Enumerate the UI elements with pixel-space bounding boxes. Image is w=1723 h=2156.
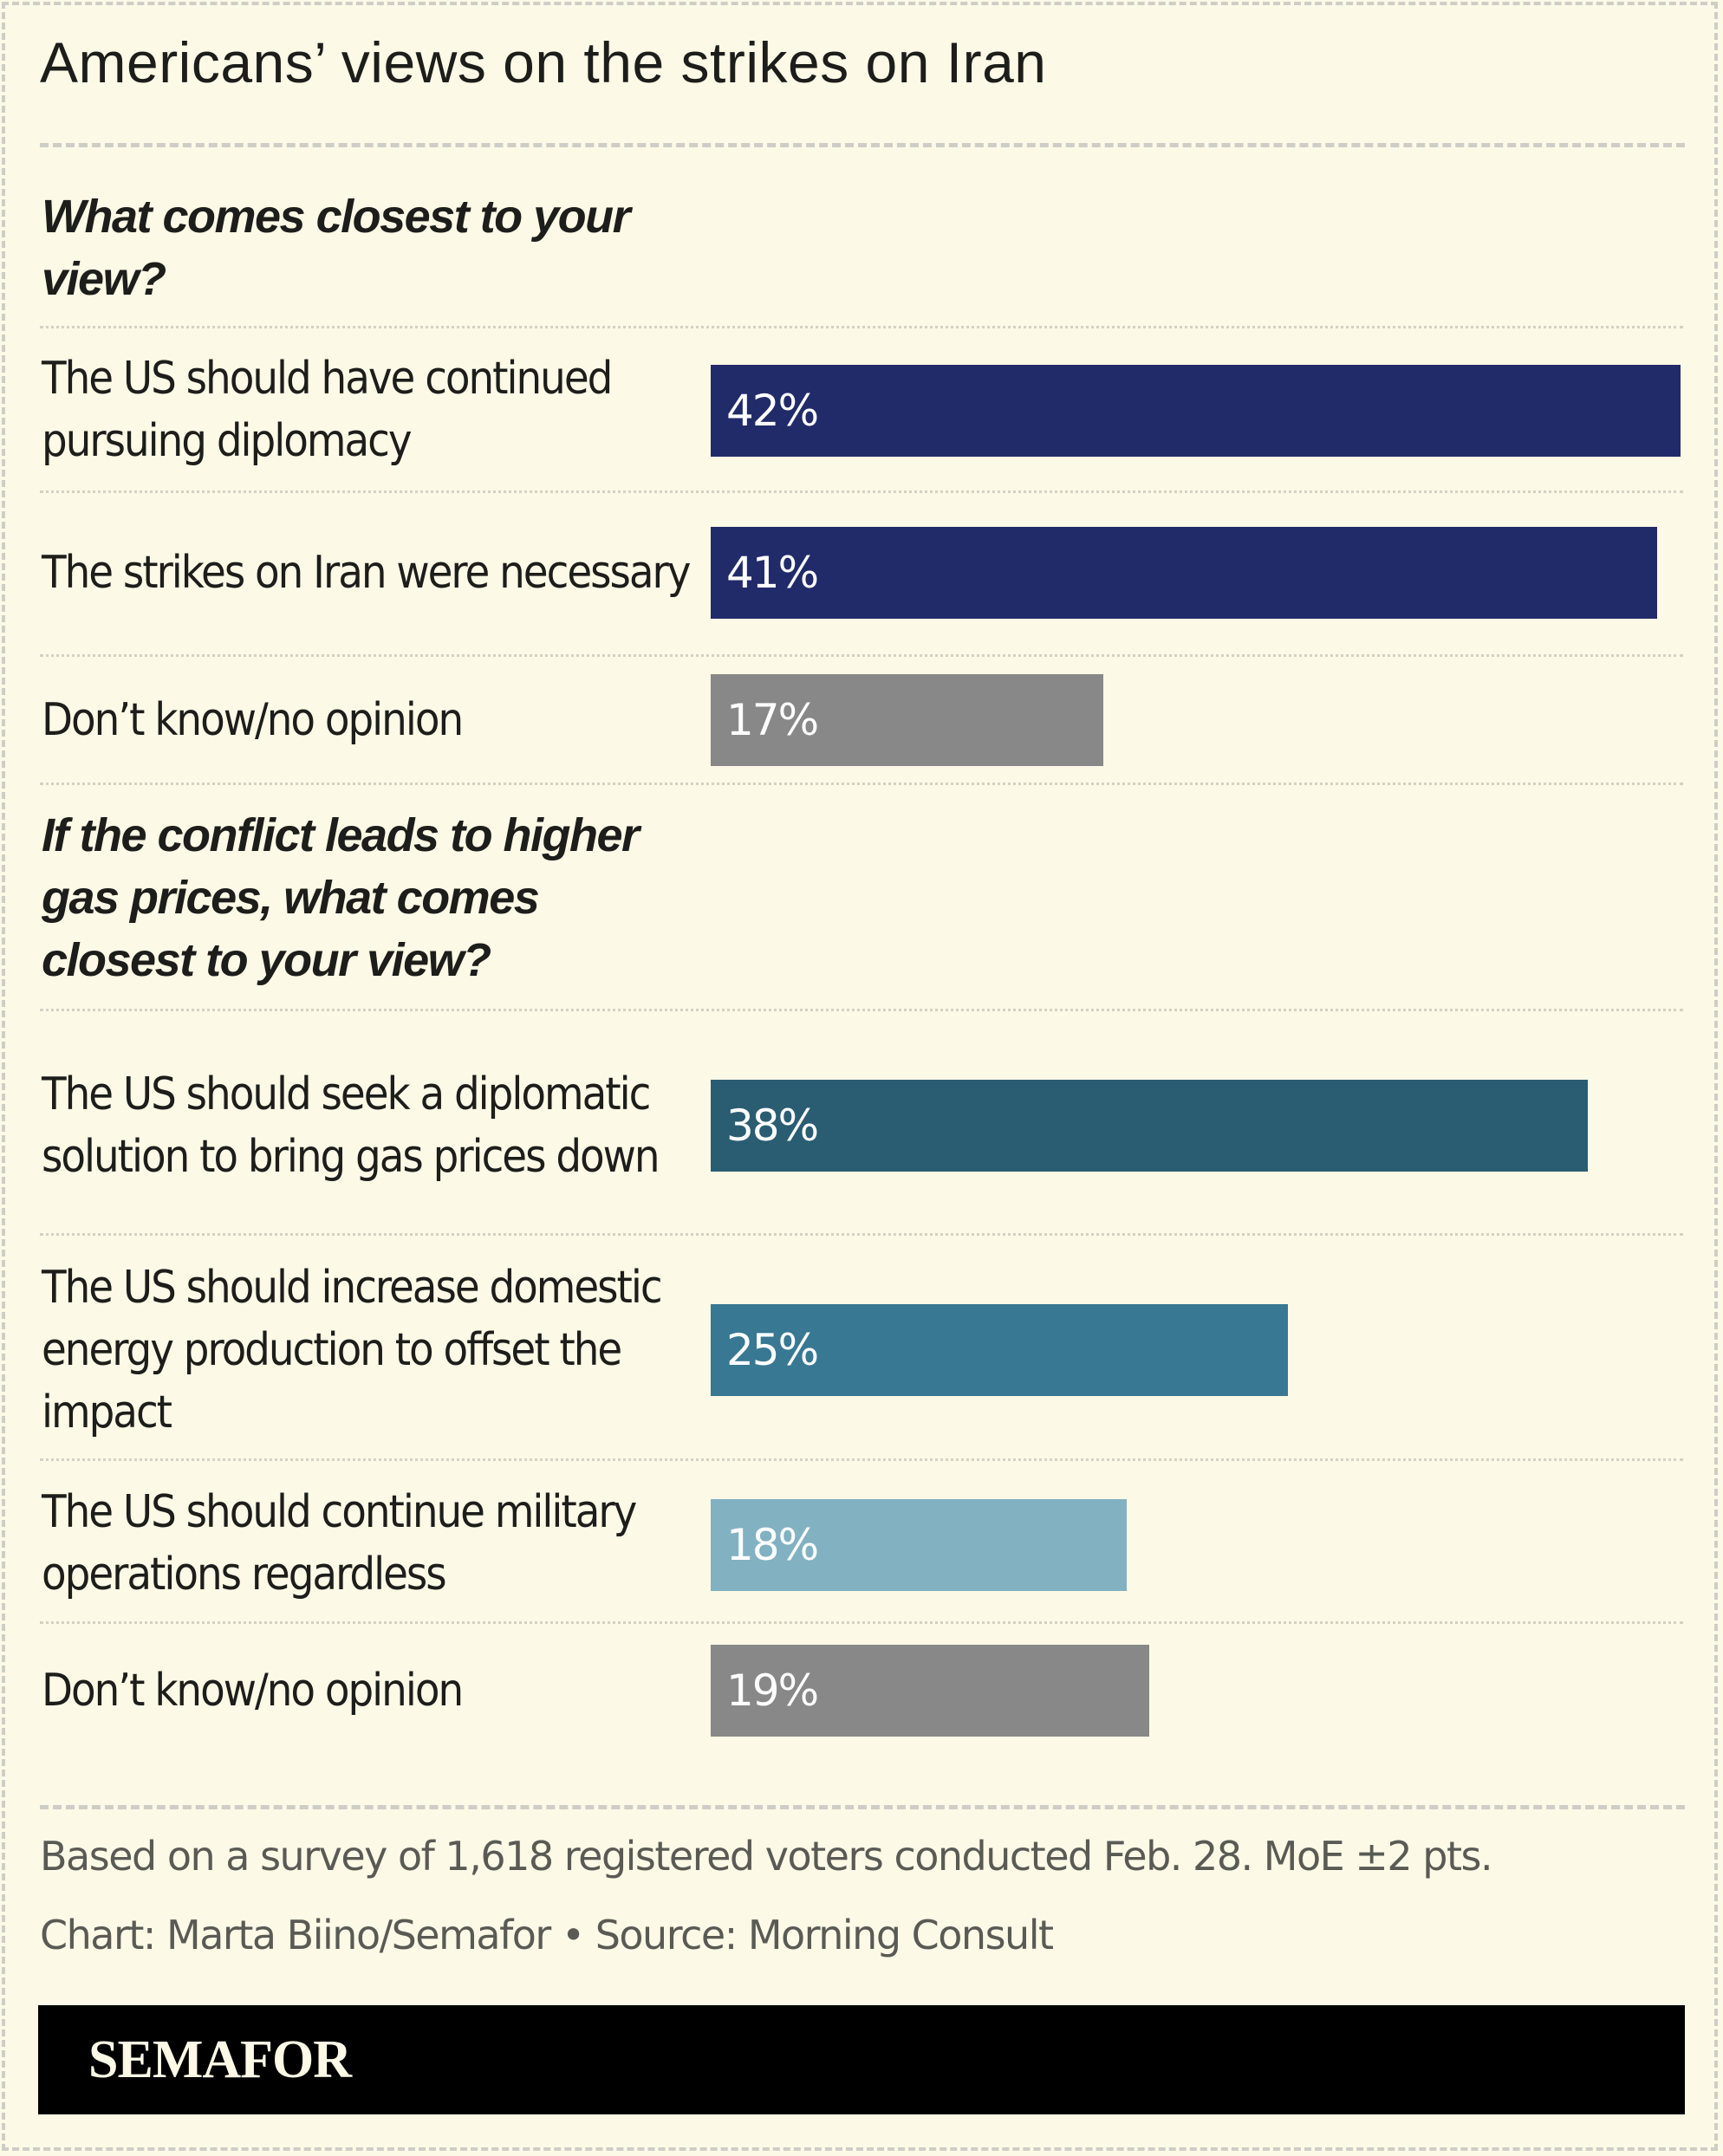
row-label: The US should have continued pursuing di…	[42, 353, 613, 467]
bar-value-label: 38%	[726, 1101, 819, 1151]
semafor-logo: SEMAFOR	[88, 2029, 352, 2089]
bar: 38%	[711, 1080, 1589, 1172]
bar: 19%	[711, 1645, 1150, 1737]
row-label: Don’t know/no opinion	[42, 1665, 464, 1717]
bar-value-label: 42%	[726, 386, 819, 436]
bar: 18%	[711, 1499, 1127, 1591]
title-divider	[40, 143, 1685, 147]
bar: 17%	[711, 674, 1103, 766]
row-divider	[40, 490, 1683, 493]
bar-value-label: 17%	[726, 695, 819, 745]
row-label: The strikes on Iran were necessary	[42, 547, 691, 599]
row-divider	[40, 1233, 1683, 1236]
row-divider	[40, 1458, 1683, 1461]
bar: 42%	[711, 365, 1681, 457]
bar-value-label: 25%	[726, 1325, 819, 1375]
row-label: The US should seek a diplomatic solution…	[42, 1068, 660, 1183]
row-label: Don’t know/no opinion	[42, 694, 464, 746]
row-divider	[40, 1621, 1683, 1624]
bar-value-label: 18%	[726, 1520, 819, 1570]
question-2-heading: If the conflict leads to higher gas pric…	[42, 809, 640, 986]
footer-divider	[40, 1805, 1685, 1809]
row-label: The US should continue military operatio…	[42, 1486, 637, 1601]
section-divider	[40, 783, 1683, 785]
question-1-heading: What comes closest to your view?	[42, 191, 631, 305]
chart-title: Americans’ views on the strikes on Iran	[40, 30, 1047, 94]
row-label: The US should increase domestic energy p…	[42, 1262, 663, 1438]
bar: 41%	[711, 527, 1658, 619]
row-divider	[40, 1009, 1683, 1011]
bar-value-label: 41%	[726, 548, 819, 598]
bar: 25%	[711, 1304, 1289, 1396]
source-credit: Chart: Marta Biino/Semafor • Source: Mor…	[40, 1912, 1054, 1958]
bar-value-label: 19%	[726, 1666, 819, 1716]
brand-footer: SEMAFOR	[38, 2005, 1685, 2114]
row-divider	[40, 326, 1683, 328]
row-divider	[40, 654, 1683, 657]
survey-note: Based on a survey of 1,618 registered vo…	[40, 1833, 1493, 1880]
